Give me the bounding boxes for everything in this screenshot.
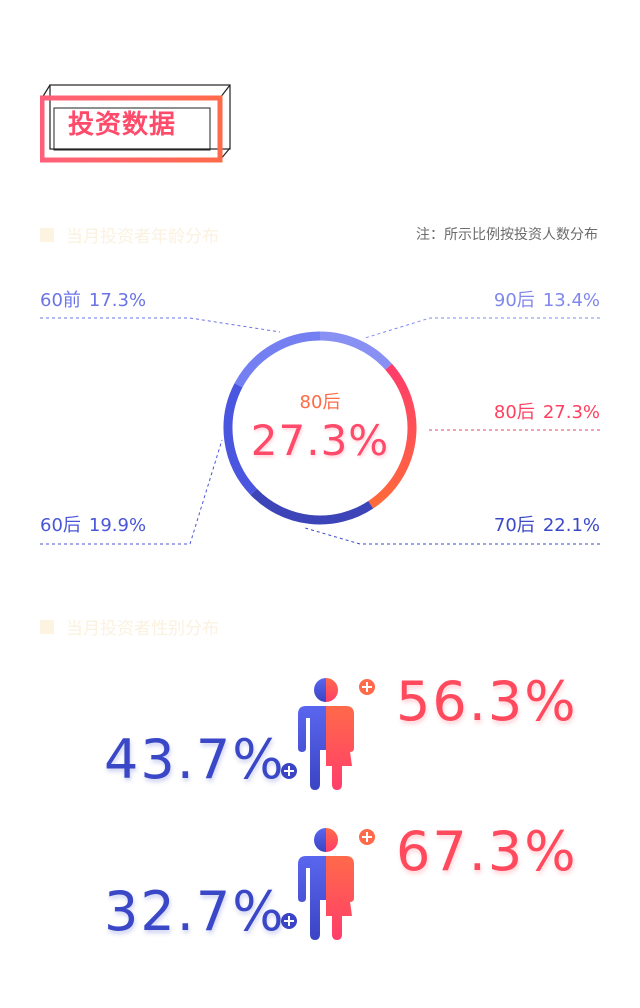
leader-line-post60 [40,439,223,545]
header-marker-icon [40,619,54,634]
leader-line-post70 [304,527,600,545]
age-label-post70: 70后 22.1% [494,515,600,537]
age-label-post90: 90后 13.4% [494,290,600,312]
age-label-name: 60前 [40,290,81,311]
male-percentage-2: 32.7% [104,880,286,943]
female-percentage-1: 56.3% [396,670,578,733]
age-label-pre60: 60前 17.3% [40,290,146,312]
leader-line-post90 [364,317,600,339]
female-plus-icon [359,679,375,695]
age-label-value: 22.1% [542,515,600,536]
female-plus-icon [359,829,375,845]
distribution-note: 注：所示比例按投资人数分布 [416,227,598,243]
title-frame-graphic [40,84,231,163]
age-label-post80: 80后 27.3% [494,402,600,424]
section-title-box: 投资数据 [40,84,232,164]
age-section-header: 当月投资者年龄分布 [40,222,219,247]
age-label-value: 17.3% [88,290,147,311]
age-label-value: 19.9% [88,515,147,536]
leader-line-pre60 [40,317,281,333]
age-label-post60: 60后 19.9% [40,515,146,537]
donut-slice-80后 [368,363,417,509]
male-plus-icon [281,913,297,929]
donut-center-label: 80后 [299,392,341,413]
gender-section-heading: 当月投资者性别分布 [66,619,219,639]
gender-figure-icon [298,678,354,790]
age-label-value: 13.4% [542,290,600,311]
age-donut-chart [40,317,600,545]
age-label-name: 70后 [493,515,535,536]
age-label-name: 80后 [493,402,535,423]
donut-slice-90后 [319,331,392,370]
donut-center-value: 27.3% [250,416,390,465]
donut-slice-60前 [234,331,321,388]
age-section-heading: 当月投资者年龄分布 [66,227,219,247]
page-title: 投资数据 [68,110,177,140]
gender-section-header: 当月投资者性别分布 [40,614,219,639]
age-label-name: 90后 [493,290,535,311]
age-label-name: 60后 [40,515,81,536]
gender-figure-icon [298,828,354,940]
donut-slice-60后 [223,383,258,495]
age-label-value: 27.3% [542,402,600,423]
male-plus-icon [281,763,297,779]
male-percentage-1: 43.7% [104,728,286,791]
donut-slice-70后 [250,488,374,525]
female-percentage-2: 67.3% [396,820,578,883]
header-marker-icon [40,227,54,242]
